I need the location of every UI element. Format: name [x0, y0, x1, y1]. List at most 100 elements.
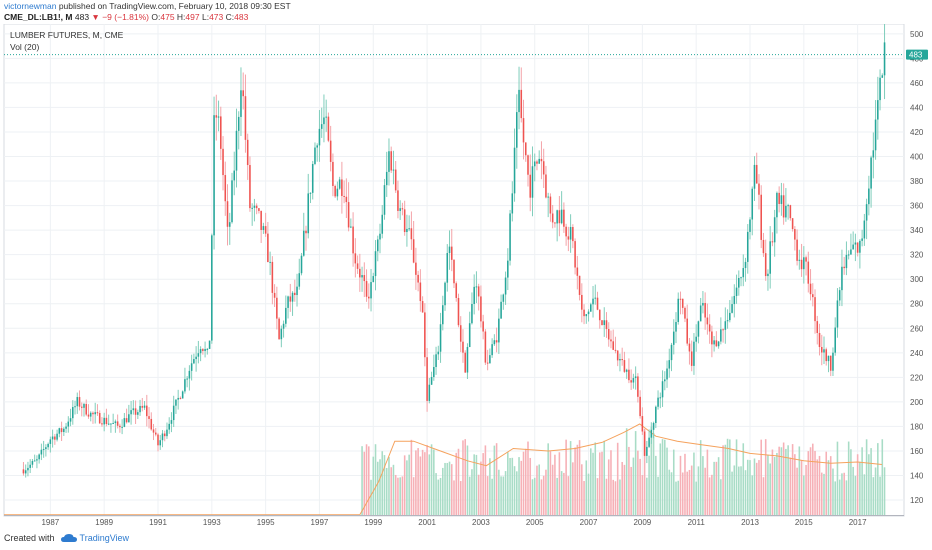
- candle: [58, 427, 61, 438]
- volume-bar: [459, 481, 462, 516]
- candle: [688, 337, 691, 365]
- candle: [823, 336, 825, 364]
- candle: [150, 412, 153, 431]
- candle: [421, 296, 424, 313]
- candle: [33, 454, 36, 462]
- candle: [791, 217, 794, 232]
- candle: [854, 233, 857, 262]
- volume-bar: [637, 450, 639, 516]
- volume-bar: [516, 471, 518, 516]
- candle: [540, 141, 543, 180]
- volume-bar: [464, 439, 466, 516]
- candle: [69, 408, 72, 427]
- y-tick-label: 420: [910, 128, 924, 137]
- volume-bar: [444, 462, 446, 516]
- volume-bar: [708, 477, 711, 516]
- volume-bar: [587, 473, 590, 516]
- candle: [446, 244, 449, 292]
- candle: [841, 249, 843, 307]
- volume-bar: [374, 444, 377, 516]
- candle: [520, 67, 523, 123]
- candle: [222, 136, 224, 191]
- candle: [42, 440, 45, 458]
- candle: [168, 417, 170, 434]
- volume-bar: [484, 445, 487, 516]
- volume-bar: [475, 454, 478, 516]
- candle: [215, 94, 218, 141]
- candle: [78, 390, 81, 411]
- author-link[interactable]: victornewman: [4, 1, 57, 11]
- candle: [796, 229, 798, 266]
- candle: [751, 186, 754, 236]
- candle: [581, 283, 583, 323]
- candle: [787, 203, 789, 220]
- candle: [462, 329, 464, 363]
- volume-bar: [406, 460, 408, 516]
- candle: [408, 215, 410, 232]
- volume-bar: [733, 465, 736, 516]
- candle: [731, 296, 733, 314]
- candle: [54, 433, 56, 445]
- y-tick-label: 500: [910, 30, 924, 39]
- candle: [697, 320, 700, 344]
- time-axis[interactable]: 1987 1989 1991 1993 1995 1997 1999 2001 2003 2005…: [4, 515, 904, 528]
- candle: [329, 125, 332, 172]
- volume-bar: [681, 472, 684, 516]
- volume-bar: [549, 451, 552, 516]
- volume-bar: [468, 476, 471, 516]
- volume-bar: [495, 443, 498, 516]
- volume-bar: [412, 477, 415, 516]
- candle: [699, 297, 702, 322]
- candle: [217, 100, 220, 132]
- footer: Created with TradingView: [4, 533, 129, 543]
- candle: [146, 394, 148, 427]
- chart-title: LUMBER FUTURES, M, CME: [10, 30, 124, 40]
- candle: [735, 274, 738, 304]
- candle: [516, 94, 518, 169]
- cloud-icon: [60, 533, 77, 542]
- candle: [549, 193, 552, 222]
- volume-bar: [648, 455, 650, 516]
- volume-bar: [630, 466, 632, 516]
- candle: [197, 340, 200, 364]
- candle: [634, 366, 637, 390]
- candle: [211, 233, 213, 344]
- tradingview-logo[interactable]: TradingView: [60, 533, 129, 543]
- candle: [132, 400, 135, 415]
- candle: [836, 288, 839, 338]
- candle: [134, 400, 137, 425]
- volume-bar: [542, 475, 545, 516]
- candle: [282, 320, 285, 338]
- volume-bar: [623, 464, 626, 516]
- candle: [323, 94, 325, 143]
- volume-bar: [428, 454, 431, 516]
- candle: [850, 233, 852, 255]
- volume-bar: [874, 467, 877, 516]
- candle: [190, 354, 193, 381]
- x-tick-label: 2011: [688, 518, 706, 527]
- candle: [632, 373, 635, 389]
- high-value: 497: [185, 12, 200, 22]
- price-chart[interactable]: 5004804604404204003803603403203002802602…: [0, 24, 932, 528]
- volume-bar: [531, 479, 534, 516]
- volume-bar: [453, 480, 455, 516]
- volume-bar: [365, 444, 368, 516]
- candle: [782, 183, 785, 225]
- candle: [175, 399, 177, 414]
- candle: [596, 291, 599, 311]
- price-axis[interactable]: 5004804604404204003803603403203002802602…: [910, 30, 924, 505]
- candle: [148, 407, 150, 429]
- volume-bar: [560, 471, 563, 516]
- volume-bar: [715, 461, 718, 516]
- candle: [352, 212, 354, 267]
- volume-bar: [551, 464, 554, 516]
- candle: [742, 254, 745, 287]
- x-tick-label: 2007: [580, 518, 598, 527]
- candle: [466, 343, 469, 379]
- candle: [610, 330, 612, 349]
- candle: [594, 284, 597, 305]
- candle: [29, 459, 31, 474]
- symbol-label: CME_DL:LB1!, M: [4, 12, 73, 22]
- candle: [639, 390, 641, 419]
- candle: [334, 184, 336, 198]
